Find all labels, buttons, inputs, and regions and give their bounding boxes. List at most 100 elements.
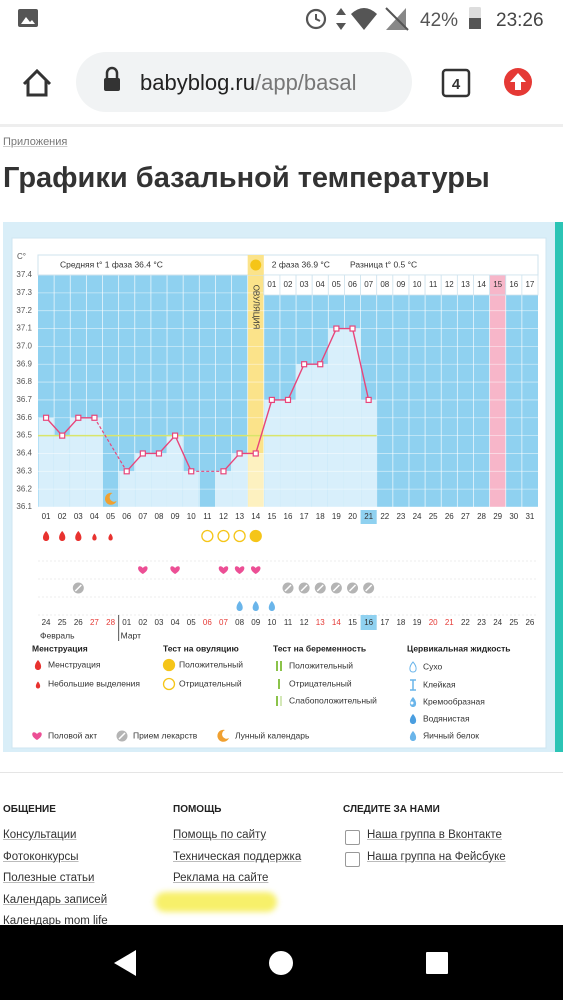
legend-item: Прием лекарств bbox=[133, 730, 198, 740]
date-label: 01 bbox=[122, 618, 131, 627]
breadcrumb[interactable]: Приложения bbox=[3, 136, 68, 148]
home-button[interactable] bbox=[22, 68, 52, 97]
gap-connector bbox=[93, 417, 128, 472]
legend-item: Отрицательный bbox=[179, 678, 242, 688]
drop-icon bbox=[42, 531, 50, 541]
social-icon bbox=[345, 830, 360, 845]
ovulation-dot bbox=[250, 259, 262, 271]
moon-icon bbox=[217, 729, 229, 742]
y-tick-label: 36.9 bbox=[16, 359, 32, 368]
marker-ovulation-negative bbox=[233, 529, 246, 543]
temperature-point bbox=[155, 450, 163, 457]
date-label: 06 bbox=[203, 618, 212, 627]
footer-link[interactable]: Полезные статьи bbox=[3, 872, 95, 884]
drop-icon bbox=[252, 601, 259, 611]
moon-icon bbox=[105, 492, 117, 505]
footer-link[interactable]: Техническая поддержка bbox=[173, 850, 302, 863]
dpo-label: 09 bbox=[396, 280, 405, 289]
ovulation-positive-icon bbox=[249, 529, 262, 543]
drop-icon bbox=[409, 731, 417, 741]
y-tick-label: 36.2 bbox=[16, 484, 32, 493]
y-tick-label: 36.3 bbox=[16, 466, 32, 475]
footer-heading: СЛЕДИТЕ ЗА НАМИ bbox=[343, 804, 440, 815]
x-tick-label: 21 bbox=[364, 512, 373, 521]
heart-icon bbox=[138, 566, 148, 574]
date-label: 11 bbox=[284, 618, 293, 627]
browser-bar: babyblog.ru/app/basal 4 bbox=[0, 52, 563, 127]
legend-item: Положительный bbox=[179, 659, 243, 669]
footer-link[interactable]: Консультации bbox=[3, 829, 77, 841]
footer-link[interactable]: Фотоконкурсы bbox=[3, 850, 79, 863]
x-tick-label: 04 bbox=[90, 512, 99, 521]
pill-slash bbox=[332, 584, 340, 592]
y-tick-label: 37.1 bbox=[16, 324, 32, 333]
footer-link[interactable]: Календарь записей bbox=[3, 893, 108, 906]
x-tick-label: 28 bbox=[477, 512, 486, 521]
recents-button[interactable] bbox=[426, 952, 448, 974]
y-tick-label: 36.7 bbox=[16, 395, 32, 404]
x-tick-label: 16 bbox=[284, 512, 293, 521]
url-bar[interactable] bbox=[76, 52, 412, 112]
temperature-bar bbox=[70, 417, 86, 507]
temperature-point bbox=[365, 396, 372, 404]
footer-divider bbox=[0, 772, 563, 773]
data-arrows bbox=[336, 8, 346, 30]
pill-slash bbox=[74, 584, 82, 592]
date-label: 23 bbox=[477, 618, 486, 627]
drop-outline bbox=[409, 661, 417, 673]
x-tick-label: 09 bbox=[171, 512, 180, 521]
home-nav-button[interactable] bbox=[269, 951, 293, 975]
dpo-cell bbox=[521, 274, 539, 296]
dpo-label: 14 bbox=[477, 280, 486, 289]
marker-medication bbox=[72, 582, 84, 594]
date-label: 15 bbox=[348, 618, 357, 627]
marker-intercourse bbox=[138, 566, 148, 574]
date-label: 17 bbox=[380, 618, 389, 627]
back-button[interactable] bbox=[114, 950, 136, 976]
y-tick-label: 37.3 bbox=[16, 288, 32, 297]
footer-link[interactable]: Помощь по сайту bbox=[173, 829, 267, 841]
date-label: 08 bbox=[235, 618, 244, 627]
tabs-button[interactable] bbox=[441, 68, 471, 98]
temperature-bar bbox=[248, 453, 264, 507]
pink-column bbox=[489, 275, 506, 507]
dpo-label: 08 bbox=[380, 280, 389, 289]
chart: 36.1 36.2 36.3 36.4 36.5 36.6 36.7 36.8 36.9 37.0… bbox=[3, 222, 563, 752]
date-label: 25 bbox=[509, 618, 518, 627]
footer-link[interactable]: Наша группа на Фейсбуке bbox=[367, 850, 506, 863]
lock-icon bbox=[104, 78, 120, 91]
x-tick-label: 07 bbox=[138, 512, 147, 521]
dpo-label: 03 bbox=[300, 280, 309, 289]
legend-item: Яичный белок bbox=[423, 730, 479, 740]
x-tick-label: 19 bbox=[332, 512, 341, 521]
marker-heavy-flow bbox=[59, 531, 66, 541]
date-label: 12 bbox=[300, 618, 309, 627]
x-tick-label: 10 bbox=[187, 512, 196, 521]
date-label: 21 bbox=[445, 618, 454, 627]
legend-heading: Цервикальная жидкость bbox=[407, 643, 510, 653]
legend-item: Менструация bbox=[48, 659, 101, 669]
difference-label: Разница t° 0.5 °C bbox=[350, 259, 417, 269]
drop-icon bbox=[236, 601, 243, 611]
preg-bar bbox=[278, 679, 280, 689]
x-tick-label: 18 bbox=[316, 512, 325, 521]
footer-link[interactable]: Наша группа в Вконтакте bbox=[367, 829, 502, 841]
nav-bar bbox=[0, 925, 563, 1000]
url-host: babyblog.ru bbox=[140, 70, 255, 95]
footer-heading: ОБЩЕНИЕ bbox=[3, 804, 56, 815]
date-label: 25 bbox=[58, 618, 67, 627]
dpo-label: 12 bbox=[445, 280, 454, 289]
ovulation-label: ОВУЛЯЦИЯ bbox=[252, 285, 261, 330]
footer-link[interactable]: Календарь mom life bbox=[3, 915, 108, 927]
x-tick-label: 30 bbox=[509, 512, 518, 521]
marker-ovulation-negative bbox=[201, 529, 214, 543]
temperature-point bbox=[139, 450, 146, 457]
date-label: 05 bbox=[187, 618, 196, 627]
heart-icon bbox=[32, 732, 42, 740]
legend-item: Небольшие выделения bbox=[48, 678, 140, 688]
footer-link[interactable]: Реклама на сайте bbox=[173, 872, 269, 884]
heart-icon bbox=[250, 566, 261, 574]
url-path: /app/basal bbox=[255, 70, 357, 95]
update-arrow bbox=[510, 73, 526, 90]
